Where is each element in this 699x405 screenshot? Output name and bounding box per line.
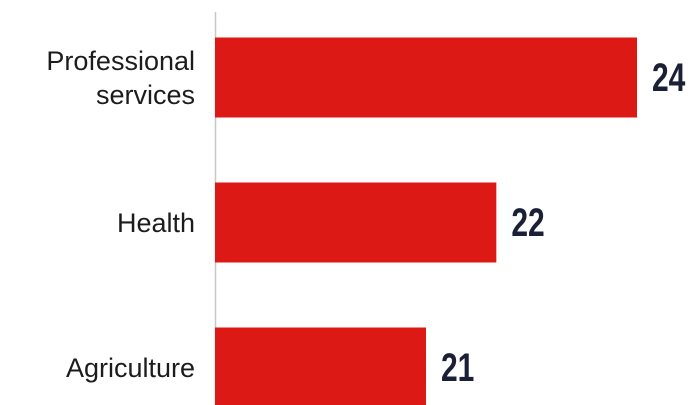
value-label: 21 [441, 346, 474, 390]
category-label: Health [116, 207, 195, 238]
category-label: Agriculture [65, 352, 195, 383]
bar [215, 327, 426, 405]
value-label: 24 [652, 56, 686, 100]
bar [215, 182, 497, 263]
value-label: 22 [511, 201, 544, 245]
category-label: Professional services [46, 45, 195, 110]
bar [215, 37, 637, 118]
